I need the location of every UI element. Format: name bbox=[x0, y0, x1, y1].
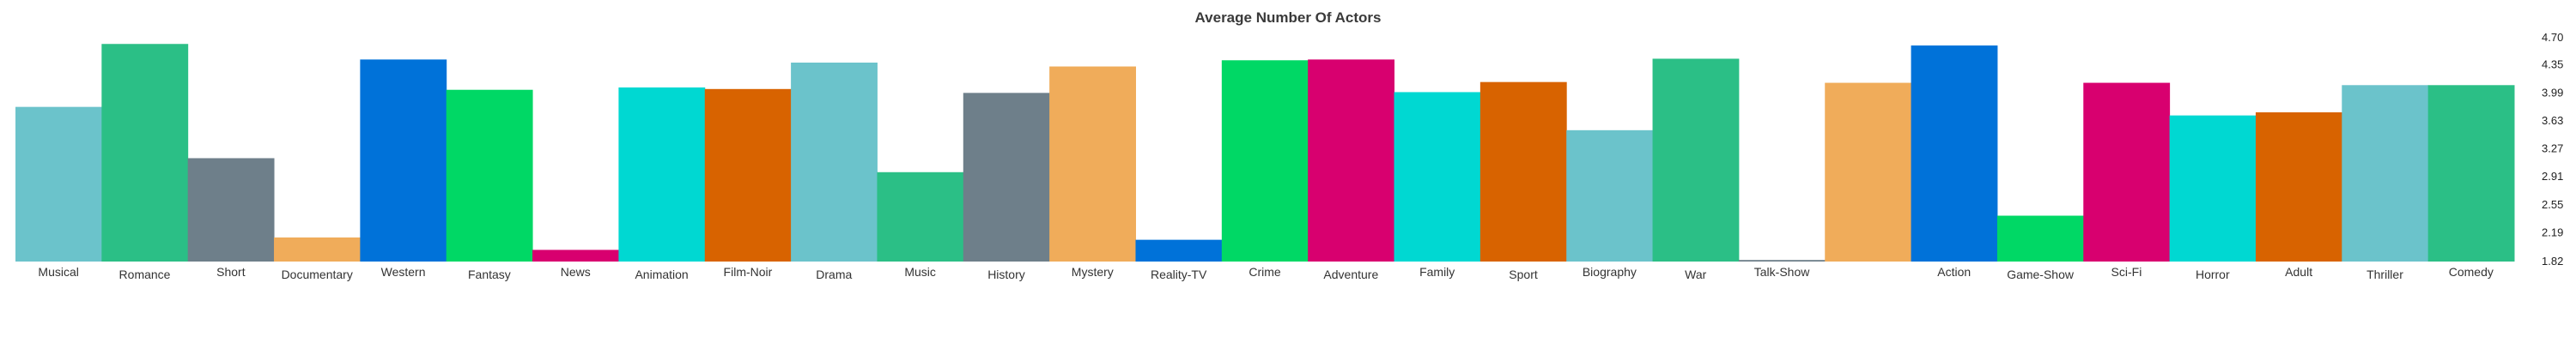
x-tick-label: Adult bbox=[2285, 265, 2312, 279]
x-tick-label: Reality-TV bbox=[1151, 268, 1207, 281]
bar-family[interactable] bbox=[1394, 92, 1481, 262]
x-tick-label: Crime bbox=[1249, 265, 1281, 279]
x-tick-label: Film-Noir bbox=[724, 265, 773, 279]
bar-musical[interactable] bbox=[15, 106, 102, 262]
x-axis-labels: Musical Romance Short Documentary Western Fan… bbox=[38, 265, 2493, 281]
bar-sci-fi[interactable] bbox=[2083, 82, 2171, 262]
x-tick-label: Sci-Fi bbox=[2111, 265, 2142, 279]
bar-music[interactable] bbox=[877, 172, 964, 262]
y-tick-label: 2.55 bbox=[2542, 198, 2563, 211]
chart-title: Average Number Of Actors bbox=[1195, 9, 1382, 26]
bar-short[interactable] bbox=[187, 158, 275, 262]
y-tick-label: 2.19 bbox=[2542, 226, 2563, 238]
x-tick-label: Game-Show bbox=[2007, 268, 2075, 281]
x-tick-label: Thriller bbox=[2366, 268, 2403, 281]
bar-biography[interactable] bbox=[1566, 129, 1654, 262]
bar-war[interactable] bbox=[1652, 58, 1740, 262]
x-tick-label: History bbox=[987, 268, 1025, 281]
x-tick-label: Adventure bbox=[1323, 268, 1378, 281]
x-tick-label: Documentary bbox=[282, 268, 353, 281]
bar-crime[interactable] bbox=[1221, 60, 1309, 262]
bar-documentary[interactable] bbox=[274, 237, 361, 262]
x-tick-label: Short bbox=[216, 265, 246, 279]
x-tick-label: Mystery bbox=[1072, 265, 1114, 279]
x-tick-label: War bbox=[1685, 268, 1706, 281]
bar-drama[interactable] bbox=[791, 63, 878, 262]
x-tick-label: Animation bbox=[635, 268, 688, 281]
bar-thriller[interactable] bbox=[2342, 85, 2429, 262]
x-tick-label: Drama bbox=[816, 268, 852, 281]
bar-reality-tv[interactable] bbox=[1135, 239, 1223, 262]
x-tick-label: News bbox=[561, 265, 591, 279]
bar-adult[interactable] bbox=[2255, 112, 2342, 262]
bar-adventure[interactable] bbox=[1308, 59, 1395, 262]
bar-talk-show[interactable] bbox=[1738, 260, 1826, 262]
x-tick-label: Horror bbox=[2196, 268, 2230, 281]
x-tick-label: Comedy bbox=[2449, 265, 2494, 279]
x-tick-label: Talk-Show bbox=[1754, 265, 1810, 279]
bar-action[interactable] bbox=[1911, 45, 1998, 262]
bar-mystery[interactable] bbox=[1049, 66, 1136, 262]
bar-game-show[interactable] bbox=[1996, 215, 2084, 262]
bar-sport[interactable] bbox=[1479, 81, 1567, 262]
y-tick-label: 4.35 bbox=[2542, 58, 2563, 71]
y-tick-label: 2.91 bbox=[2542, 170, 2563, 183]
bar-romance[interactable] bbox=[101, 44, 189, 262]
bar-comedy[interactable] bbox=[2427, 85, 2515, 262]
x-tick-label: Romance bbox=[119, 268, 171, 281]
x-tick-label: Western bbox=[381, 265, 426, 279]
x-tick-label: Musical bbox=[38, 265, 78, 279]
y-tick-label: 3.63 bbox=[2542, 114, 2563, 127]
y-axis-labels: 1.82 2.19 2.55 2.91 3.27 3.63 3.99 4.35 4.70 bbox=[2542, 31, 2563, 268]
y-tick-label: 3.27 bbox=[2542, 142, 2563, 155]
x-tick-label: Music bbox=[904, 265, 936, 279]
bar-news[interactable] bbox=[532, 250, 619, 262]
bar-fantasy[interactable] bbox=[446, 89, 533, 262]
bar-history[interactable] bbox=[963, 93, 1050, 262]
bar-film-noir[interactable] bbox=[704, 88, 792, 262]
x-tick-label: Biography bbox=[1583, 265, 1637, 279]
x-tick-label: Sport bbox=[1509, 268, 1538, 281]
bar-horror[interactable] bbox=[2169, 115, 2257, 262]
bar-unlabeled[interactable] bbox=[1825, 82, 1912, 262]
bars-group bbox=[15, 44, 2515, 262]
x-tick-label: Fantasy bbox=[468, 268, 511, 281]
y-tick-label: 4.70 bbox=[2542, 31, 2563, 44]
bar-western[interactable] bbox=[360, 59, 447, 262]
y-tick-label: 3.99 bbox=[2542, 86, 2563, 99]
x-tick-label: Family bbox=[1419, 265, 1455, 279]
x-tick-label: Action bbox=[1937, 265, 1971, 279]
bar-animation[interactable] bbox=[618, 87, 706, 262]
y-tick-label: 1.82 bbox=[2542, 255, 2563, 268]
